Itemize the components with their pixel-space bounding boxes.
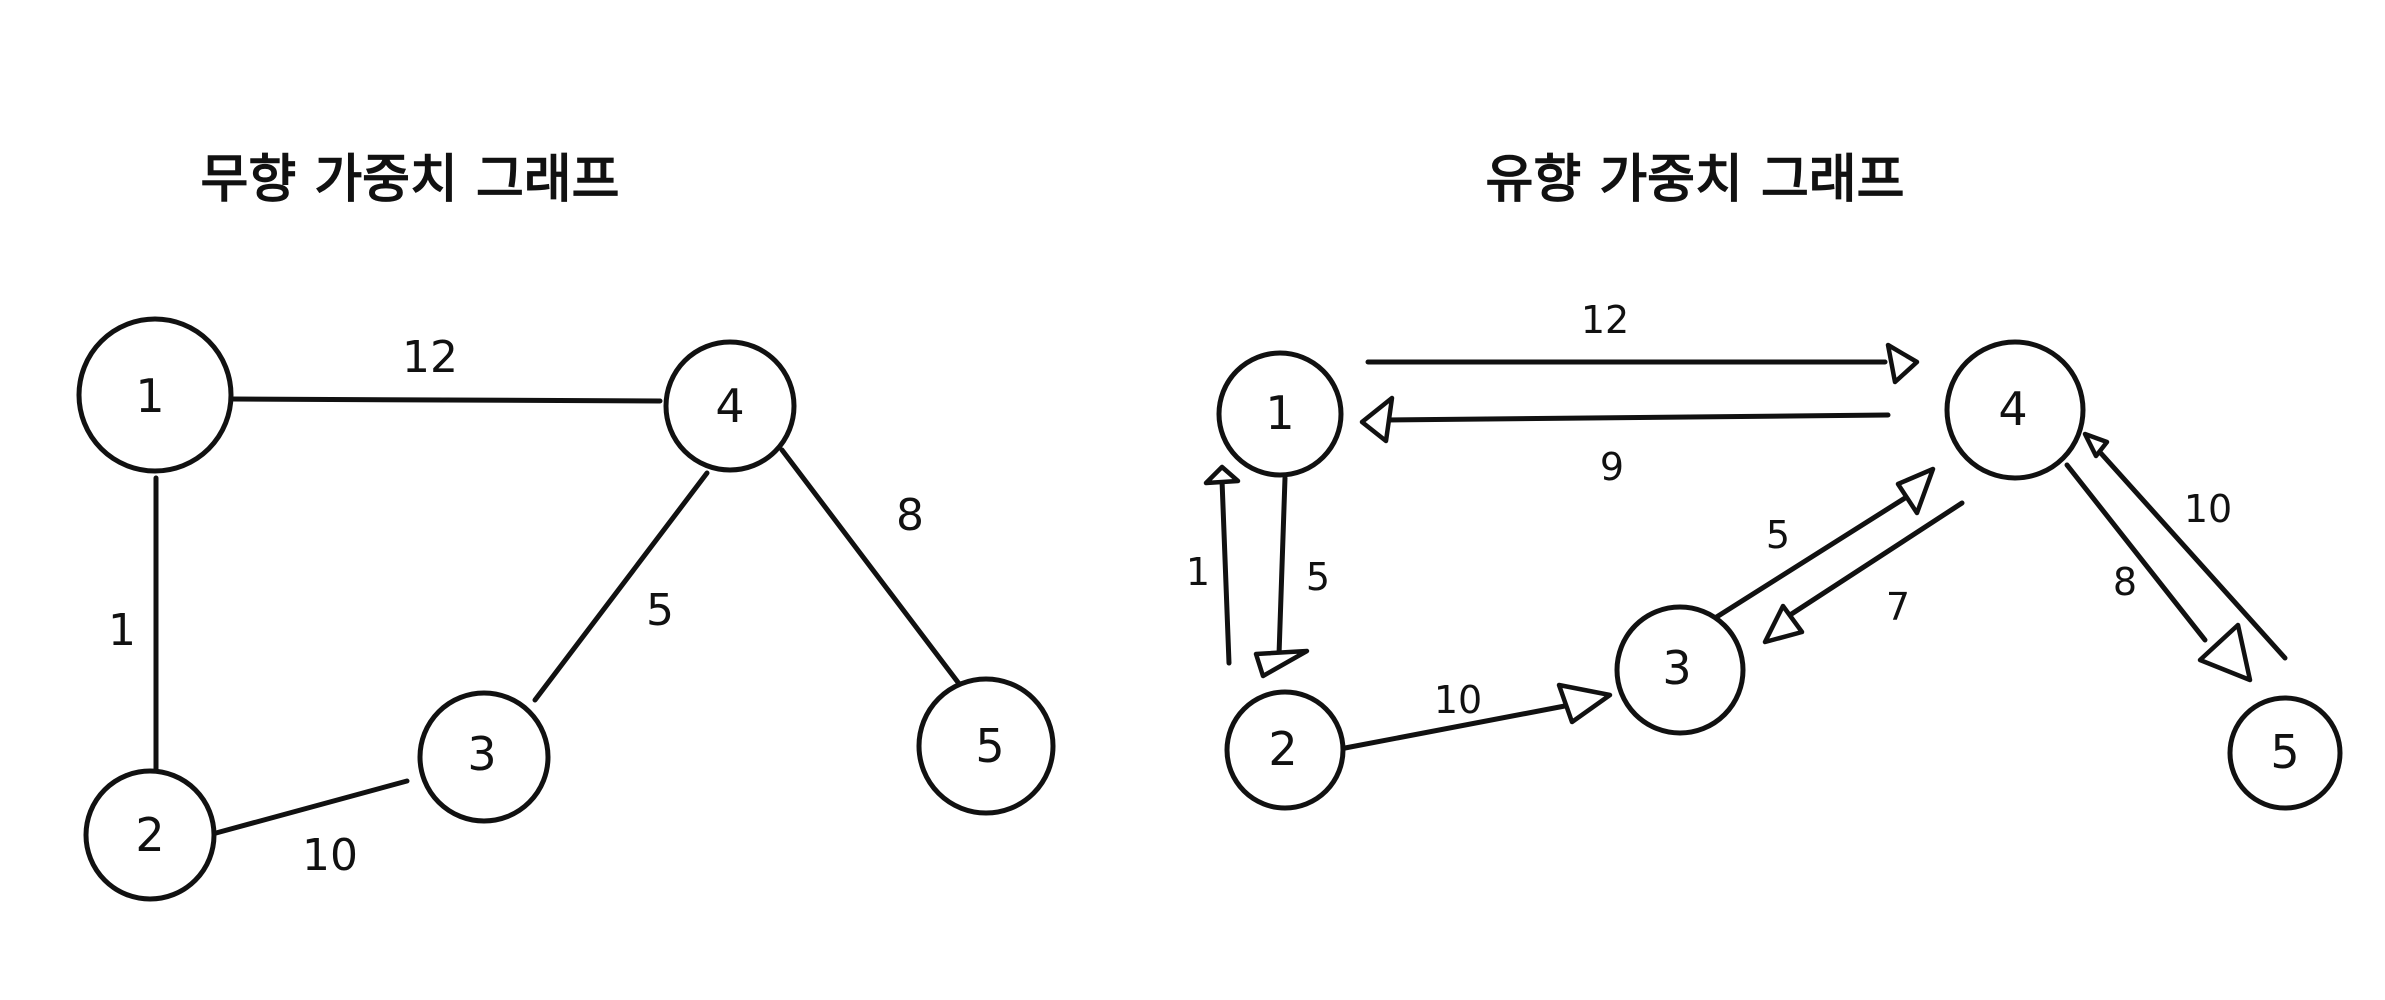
directed-weight-1-4: 12: [1581, 298, 1629, 342]
undirected-node-3-label: 3: [467, 727, 496, 781]
undirected-graph: 무향 가중치 그래프 12 1 10 5 8 1 2: [76, 150, 1056, 902]
directed-edge-1-2-shaft: [1276, 475, 1288, 658]
directed-node-3: 3: [1614, 604, 1746, 736]
undirected-node-4: 4: [663, 339, 797, 473]
directed-arrowheads: [1203, 342, 2253, 725]
directed-graph-title: 유향 가중치 그래프: [1486, 150, 1905, 210]
undirected-weights: 12 1 10 5 8: [108, 332, 924, 881]
directed-weight-2-1: 1: [1186, 550, 1210, 594]
directed-node-5-label: 5: [2270, 725, 2299, 779]
undirected-graph-title: 무향 가중치 그래프: [201, 150, 620, 210]
directed-weight-3-4: 5: [1766, 513, 1790, 557]
undirected-edge-1-4: [229, 396, 663, 404]
undirected-node-5: 5: [916, 676, 1056, 816]
directed-node-1-label: 1: [1265, 386, 1294, 440]
undirected-weight-1-2: 1: [108, 605, 136, 656]
undirected-edge-3-4: [532, 470, 710, 703]
directed-edge-3-4-shaft: [1712, 495, 1908, 621]
directed-edge-5-4-shaft: [2095, 447, 2288, 661]
undirected-weight-4-5: 8: [896, 490, 924, 541]
undirected-node-2-label: 2: [135, 808, 164, 862]
undirected-node-1-label: 1: [135, 369, 164, 423]
directed-edge-2-3-shaft: [1342, 702, 1573, 751]
arrowhead-2-1: [1203, 464, 1241, 486]
directed-edge-4-3-shaft: [1787, 500, 1965, 618]
undirected-node-1: 1: [76, 316, 234, 474]
undirected-node-3: 3: [417, 690, 551, 824]
directed-node-5: 5: [2227, 695, 2343, 811]
directed-nodes: 1 2 3 4 5: [1216, 339, 2343, 811]
arrowhead-4-1: [1359, 395, 1395, 444]
undirected-node-2: 2: [83, 768, 217, 902]
arrowhead-4-3: [1762, 603, 1805, 645]
undirected-weight-2-3: 10: [302, 830, 358, 881]
arrowhead-2-3: [1556, 682, 1613, 725]
arrowhead-4-5: [2197, 622, 2253, 683]
arrowhead-3-4: [1895, 466, 1936, 516]
directed-edge-2-1-shaft: [1219, 477, 1232, 666]
directed-weight-4-3: 7: [1886, 585, 1910, 629]
directed-node-4: 4: [1944, 339, 2086, 481]
directed-node-2: 2: [1224, 689, 1346, 811]
directed-node-1: 1: [1216, 350, 1344, 478]
undirected-weight-1-4: 12: [402, 332, 458, 383]
undirected-edges: [153, 396, 963, 836]
undirected-edge-4-5: [779, 447, 963, 688]
directed-node-4-label: 4: [1998, 382, 2027, 436]
arrowhead-5-4: [2082, 431, 2110, 459]
arrowhead-1-2: [1253, 648, 1310, 679]
directed-weights: 12 9 1 5 10 5 7 8 10: [1186, 298, 2232, 722]
directed-weight-2-3: 10: [1434, 678, 1482, 722]
directed-weight-1-2: 5: [1306, 555, 1330, 599]
directed-edges: [1219, 359, 2288, 751]
directed-weight-4-1: 9: [1600, 445, 1624, 489]
directed-graph: 유향 가중치 그래프 12 9: [1186, 150, 2343, 811]
directed-node-2-label: 2: [1268, 722, 1297, 776]
directed-edge-4-1-shaft: [1382, 412, 1891, 423]
undirected-edge-2-3: [213, 778, 410, 836]
directed-edge-4-5-shaft: [2064, 462, 2208, 643]
directed-weight-4-5: 8: [2113, 560, 2137, 604]
directed-node-3-label: 3: [1662, 641, 1691, 695]
undirected-weight-3-4: 5: [646, 585, 674, 636]
directed-weight-5-4: 10: [2184, 487, 2232, 531]
arrowhead-1-4: [1885, 342, 1920, 385]
undirected-node-5-label: 5: [975, 719, 1004, 773]
undirected-nodes: 1 2 3 4 5: [76, 316, 1056, 902]
undirected-node-4-label: 4: [715, 379, 744, 433]
